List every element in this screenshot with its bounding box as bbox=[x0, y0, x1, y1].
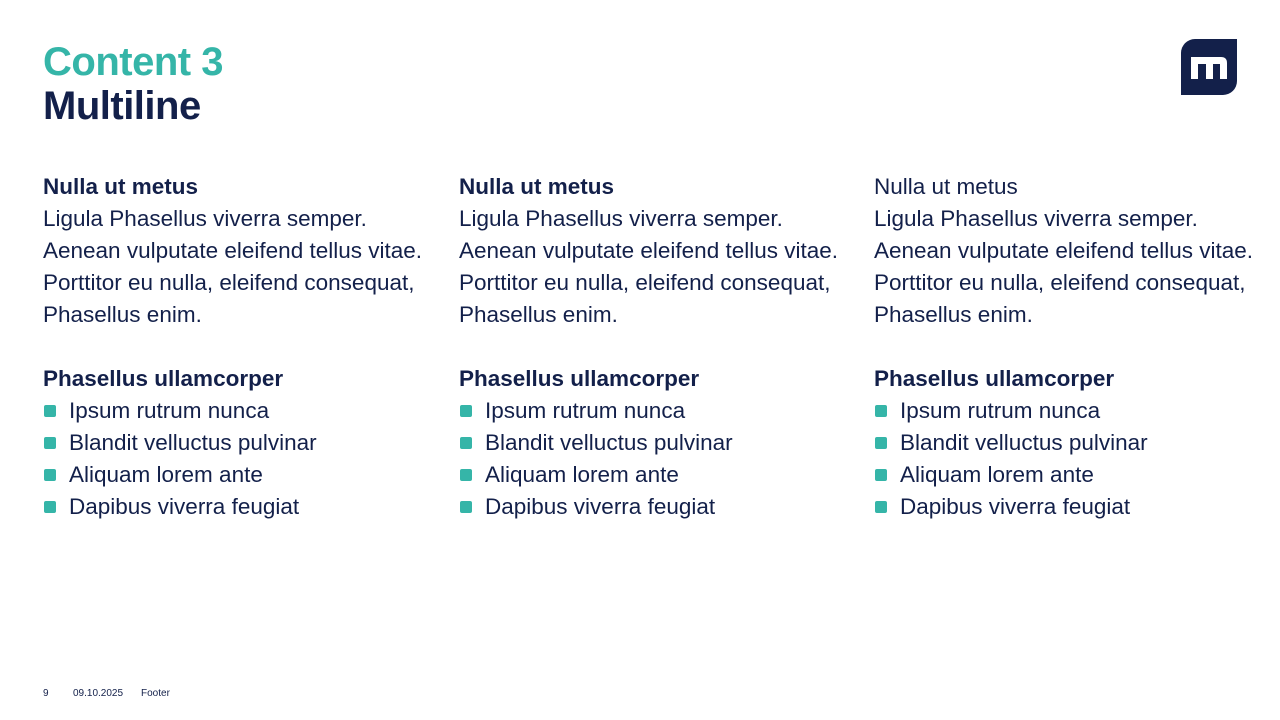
list-item-text: Blandit velluctus pulvinar bbox=[69, 430, 317, 455]
bullet-square-icon bbox=[460, 501, 472, 513]
bullet-square-icon bbox=[44, 405, 56, 417]
content-column: Nulla ut metus Ligula Phasellus viverra … bbox=[43, 171, 423, 523]
content-column: Nulla ut metus Ligula Phasellus viverra … bbox=[874, 171, 1254, 523]
footer-date: 09.10.2025 bbox=[73, 688, 124, 699]
bullet-square-icon bbox=[875, 437, 887, 449]
list-item-text: Dapibus viverra feugiat bbox=[485, 494, 716, 519]
bullet-square-icon bbox=[460, 437, 472, 449]
list-item-text: Blandit velluctus pulvinar bbox=[485, 430, 733, 455]
bullet-square-icon bbox=[44, 501, 56, 513]
column-heading: Nulla ut metus bbox=[459, 174, 615, 199]
list-item: Blandit velluctus pulvinar bbox=[874, 427, 1254, 459]
list-item-text: Dapibus viverra feugiat bbox=[69, 494, 300, 519]
title-line-2: Multiline bbox=[43, 84, 201, 128]
bullet-square-icon bbox=[875, 469, 887, 481]
slide-title: Content 3 Multiline bbox=[43, 40, 223, 128]
list-item: Aliquam lorem ante bbox=[459, 459, 839, 491]
list-item-text: Dapibus viverra feugiat bbox=[900, 494, 1131, 519]
list-item: Dapibus viverra feugiat bbox=[874, 491, 1254, 523]
logo-icon bbox=[1181, 39, 1237, 95]
title-line-1: Content 3 bbox=[43, 40, 223, 84]
bullet-square-icon bbox=[875, 405, 887, 417]
list-item-text: Blandit velluctus pulvinar bbox=[900, 430, 1148, 455]
list-heading: Phasellus ullamcorper bbox=[43, 366, 284, 391]
list-item: Dapibus viverra feugiat bbox=[43, 491, 423, 523]
list-item: Ipsum rutrum nunca bbox=[43, 395, 423, 427]
column-body: Ligula Phasellus viverra semper. Aenean … bbox=[459, 206, 839, 327]
list-item: Ipsum rutrum nunca bbox=[459, 395, 839, 427]
bullet-list: Ipsum rutrum nunca Blandit velluctus pulv… bbox=[874, 395, 1254, 523]
list-item-text: Aliquam lorem ante bbox=[69, 462, 263, 487]
list-item-text: Ipsum rutrum nunca bbox=[69, 398, 270, 423]
bullet-list: Ipsum rutrum nunca Blandit velluctus pulv… bbox=[43, 395, 423, 523]
list-item: Blandit velluctus pulvinar bbox=[43, 427, 423, 459]
list-item-text: Aliquam lorem ante bbox=[900, 462, 1094, 487]
footer-page-number: 9 bbox=[43, 688, 49, 699]
list-item: Ipsum rutrum nunca bbox=[874, 395, 1254, 427]
column-body: Ligula Phasellus viverra semper. Aenean … bbox=[874, 206, 1254, 327]
list-item: Aliquam lorem ante bbox=[43, 459, 423, 491]
column-heading: Nulla ut metus bbox=[43, 174, 199, 199]
bullet-square-icon bbox=[460, 405, 472, 417]
list-heading: Phasellus ullamcorper bbox=[874, 366, 1115, 391]
content-column: Nulla ut metus Ligula Phasellus viverra … bbox=[459, 171, 839, 523]
list-item: Blandit velluctus pulvinar bbox=[459, 427, 839, 459]
list-item-text: Ipsum rutrum nunca bbox=[900, 398, 1101, 423]
footer-text: Footer bbox=[141, 688, 170, 699]
bullet-square-icon bbox=[875, 501, 887, 513]
list-item-text: Aliquam lorem ante bbox=[485, 462, 679, 487]
column-heading: Nulla ut metus bbox=[874, 174, 1018, 199]
list-item-text: Ipsum rutrum nunca bbox=[485, 398, 686, 423]
bullet-square-icon bbox=[44, 437, 56, 449]
list-heading: Phasellus ullamcorper bbox=[459, 366, 700, 391]
list-item: Aliquam lorem ante bbox=[874, 459, 1254, 491]
list-item: Dapibus viverra feugiat bbox=[459, 491, 839, 523]
bullet-square-icon bbox=[460, 469, 472, 481]
bullet-square-icon bbox=[44, 469, 56, 481]
column-body: Ligula Phasellus viverra semper. Aenean … bbox=[43, 206, 423, 327]
bullet-list: Ipsum rutrum nunca Blandit velluctus pulv… bbox=[459, 395, 839, 523]
